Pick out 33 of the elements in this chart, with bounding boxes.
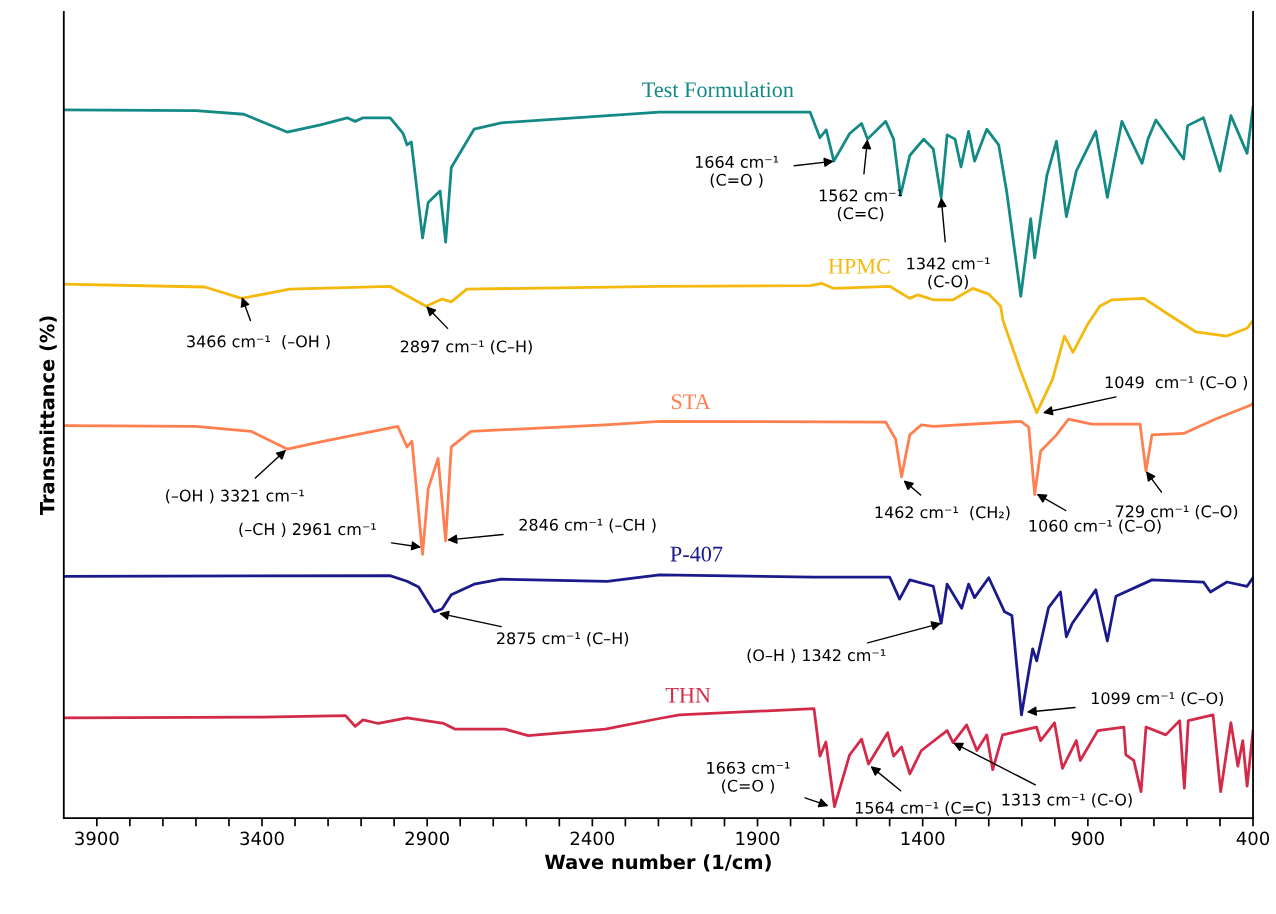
annotation: 1342 cm⁻¹ (C-O): [907, 257, 990, 290]
annotation: 2846 cm⁻¹ (–CH ): [519, 518, 656, 533]
annotation: 1562 cm⁻¹ (C=C): [819, 189, 903, 222]
annotation: (O–H ) 1342 cm⁻¹: [747, 648, 886, 664]
annotation: 1049 cm⁻¹ (C–O ): [1105, 375, 1248, 391]
x-tick-label: 1400: [901, 831, 945, 846]
series-label: Test Formulation: [642, 81, 794, 98]
annotation: 2897 cm⁻¹ (C–H): [400, 340, 532, 355]
annotation: 1663 cm⁻¹ (C=O ): [707, 761, 790, 794]
annotation: 2875 cm⁻¹ (C–H): [497, 631, 629, 647]
annotation: 3466 cm⁻¹ (–OH ): [187, 335, 330, 350]
series-label: P-407: [670, 546, 723, 562]
annotation: 729 cm⁻¹ (C–O): [1115, 505, 1238, 520]
series-label: THN: [665, 687, 711, 703]
x-tick-label: 2900: [405, 831, 449, 846]
annotation: 1099 cm⁻¹ (C–O): [1091, 691, 1223, 707]
annotation: 1664 cm⁻¹ (C=O ): [695, 155, 779, 188]
annotation: (–OH ) 3321 cm⁻¹: [166, 489, 304, 504]
annotation: 1313 cm⁻¹ (C-O): [1002, 793, 1132, 808]
annotation: 1060 cm⁻¹ (C–O): [1029, 519, 1161, 534]
series-label: STA: [671, 394, 711, 410]
annotation: 1462 cm⁻¹ (CH₂): [875, 505, 1010, 521]
series-label: HPMC: [828, 258, 890, 274]
annotation: (–CH ) 2961 cm⁻¹: [239, 522, 376, 538]
x-tick-label: 3900: [75, 831, 119, 846]
y-axis-title: Transmittance (%): [39, 316, 57, 516]
x-axis-title: Wave number (1/cm): [544, 854, 771, 872]
x-tick-label: 3400: [240, 831, 284, 846]
annotation: 1564 cm⁻¹ (C=C): [855, 801, 991, 816]
x-tick-label: 2400: [570, 831, 615, 846]
x-tick-label: 900: [1071, 831, 1104, 846]
x-tick-label: 400: [1236, 831, 1270, 846]
x-tick-label: 1900: [736, 831, 780, 846]
